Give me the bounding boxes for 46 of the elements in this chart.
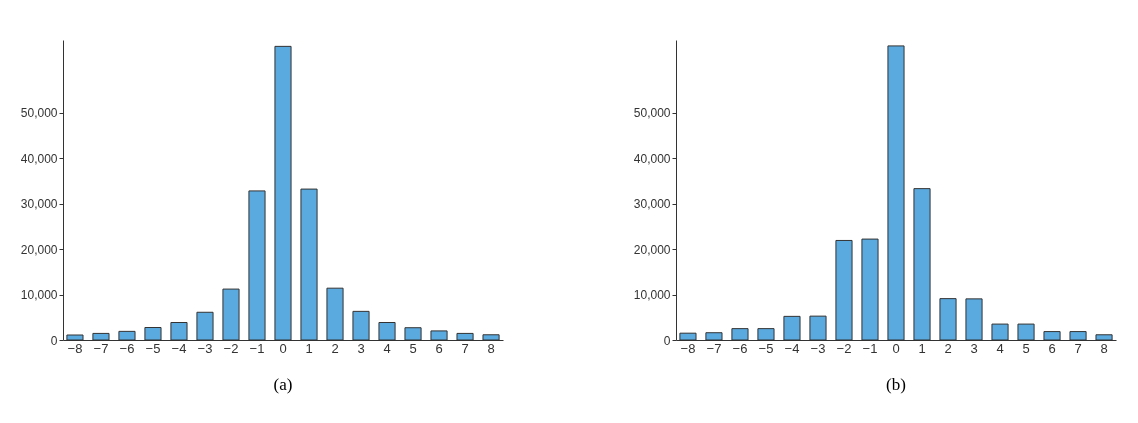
x-tick-label: −2: [836, 340, 852, 356]
x-tick-label: −8: [680, 340, 696, 356]
x-tick-label: −7: [93, 340, 109, 356]
x-tick-label: −4: [171, 340, 187, 356]
x-tick-label: 5: [1022, 340, 1030, 356]
x-tick-label: 3: [970, 340, 978, 356]
y-tick-label: 40,000: [633, 151, 671, 166]
x-tick-label: −1: [862, 340, 878, 356]
y-tick-label: 50,000: [20, 106, 58, 121]
y-tick-label: 30,000: [20, 197, 58, 212]
y-tick-label: 10,000: [633, 288, 671, 303]
x-tick-label: 0: [279, 340, 287, 356]
x-tick-label: 1: [305, 340, 313, 356]
text: (a): [273, 375, 293, 394]
x-tick-label: 8: [487, 340, 495, 356]
x-tick-label: 1: [918, 340, 926, 356]
y-tick-label: 20,000: [20, 242, 58, 257]
x-tick-label: −7: [706, 340, 722, 356]
x-tick-label: −3: [810, 340, 826, 356]
x-tick-label: 4: [996, 340, 1004, 356]
x-tick-label: 3: [357, 340, 365, 356]
x-tick-label: 7: [1074, 340, 1082, 356]
x-tick-label: −2: [223, 340, 239, 356]
x-tick-label: 6: [1048, 340, 1056, 356]
y-tick-label: 40,000: [20, 151, 58, 166]
x-tick-label: −5: [758, 340, 774, 356]
x-tick-label: 4: [383, 340, 391, 356]
x-tick-label: 0: [892, 340, 900, 356]
x-tick-label: −6: [732, 340, 748, 356]
x-tick-label: 5: [409, 340, 417, 356]
x-tick-label: −8: [67, 340, 83, 356]
x-tick-label: 2: [944, 340, 952, 356]
x-tick-label: −6: [119, 340, 135, 356]
y-tick-label: 30,000: [633, 197, 671, 212]
x-tick-label: −5: [145, 340, 161, 356]
y-tick-label: 50,000: [633, 106, 671, 121]
x-tick-label: 8: [1100, 340, 1108, 356]
x-tick-label: −4: [784, 340, 800, 356]
x-tick-label: 6: [435, 340, 443, 356]
y-tick-label: 20,000: [633, 242, 671, 257]
x-tick-label: −3: [197, 340, 213, 356]
x-tick-label: 2: [331, 340, 339, 356]
x-tick-label: 7: [461, 340, 469, 356]
y-tick-label: 10,000: [20, 288, 58, 303]
x-tick-label: −1: [249, 340, 265, 356]
text: (b): [886, 375, 906, 394]
